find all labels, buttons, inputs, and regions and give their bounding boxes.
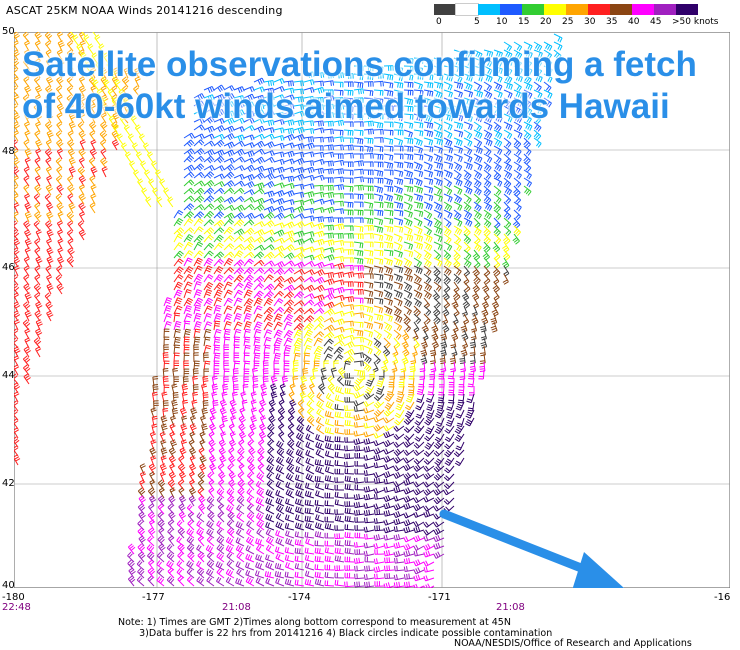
annotation-overlay: Satellite observations confirming a fetc…	[22, 44, 722, 128]
legend-swatch	[434, 4, 456, 15]
legend-swatch	[610, 4, 632, 15]
time-label-center: 21:08	[222, 602, 251, 613]
lat-label-46: 46	[2, 262, 15, 273]
lat-label-50: 50	[2, 26, 15, 37]
legend-label: 10	[496, 17, 508, 27]
lon-label-174: -174	[288, 592, 311, 603]
legend-swatch	[478, 4, 500, 15]
lat-label-44: 44	[2, 370, 15, 381]
legend-label: 15	[518, 17, 530, 27]
legend-label: >50 knots	[672, 17, 719, 27]
legend-labels: 0 5 10 15 20 25 30 35 40 45 >50 knots	[434, 15, 719, 29]
lat-label-42: 42	[2, 478, 15, 489]
legend-swatch	[566, 4, 588, 15]
legend-swatch	[522, 4, 544, 15]
time-label-left: 22:48	[2, 602, 31, 613]
footer-credit: NOAA/NESDIS/Office of Research and Appli…	[454, 638, 692, 649]
legend-swatch	[544, 4, 566, 15]
legend-label: 35	[606, 17, 618, 27]
footer-notes: Note: 1) Times are GMT 2)Times along bot…	[118, 617, 553, 639]
lat-label-40: 40	[2, 580, 15, 591]
direction-arrow	[439, 509, 624, 588]
legend-swatch	[654, 4, 676, 15]
legend-label: 20	[540, 17, 552, 27]
wind-barbs-left-swath	[14, 32, 174, 466]
legend-swatch	[500, 4, 522, 15]
legend-label: 25	[562, 17, 574, 27]
annotation-line-2: of 40-60kt winds aimed towards Hawaii	[22, 87, 670, 126]
legend-label: 0	[436, 17, 442, 27]
legend-swatch	[455, 3, 479, 16]
legend-swatch	[632, 4, 654, 15]
wind-barbs-main-swath	[127, 33, 563, 588]
lon-label-16: -16	[714, 592, 731, 603]
legend-swatch	[676, 4, 698, 15]
lat-label-48: 48	[2, 146, 15, 157]
legend-label: 40	[628, 17, 640, 27]
time-label-right: 21:08	[496, 602, 525, 613]
legend-swatch	[588, 4, 610, 15]
wind-barb-plot	[14, 32, 730, 588]
legend-color-bar	[434, 3, 698, 16]
legend-label: 30	[584, 17, 596, 27]
wind-speed-legend: 0 5 10 15 20 25 30 35 40 45 >50 knots	[434, 3, 719, 29]
lon-label-171: -171	[428, 592, 451, 603]
chart-title: ASCAT 25KM NOAA Winds 20141216 descendin…	[6, 4, 283, 17]
legend-label: 45	[650, 17, 662, 27]
wind-map	[14, 32, 730, 588]
annotation-line-1: Satellite observations confirming a fetc…	[22, 45, 697, 84]
legend-label: 5	[474, 17, 480, 27]
lon-label-180: -180	[2, 592, 25, 603]
lon-label-177: -177	[142, 592, 165, 603]
